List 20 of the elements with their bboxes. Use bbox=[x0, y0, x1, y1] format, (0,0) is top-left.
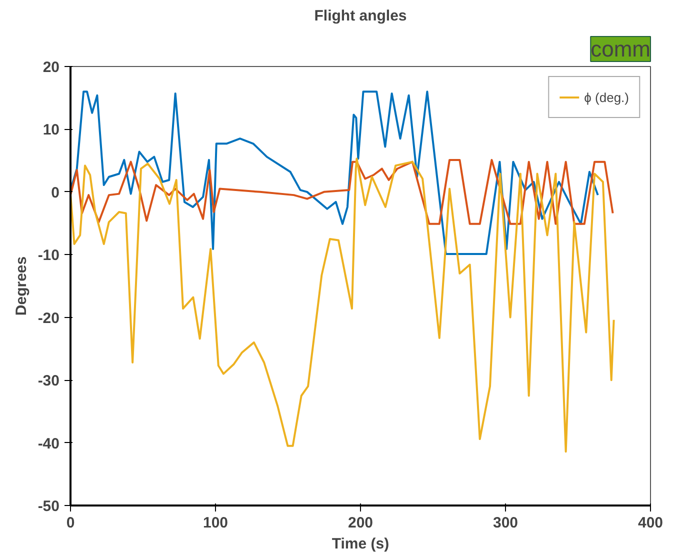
y-tick-label: 20 bbox=[42, 59, 60, 76]
y-tick-label: 0 bbox=[51, 184, 60, 202]
x-tick-label: 0 bbox=[66, 514, 75, 532]
x-tick-label: 200 bbox=[348, 514, 374, 532]
x-tick-label: 400 bbox=[638, 514, 664, 532]
y-tick-label: -10 bbox=[38, 247, 60, 264]
legend-label: ϕ (deg.) bbox=[584, 90, 629, 104]
x-axis-title: Time (s) bbox=[332, 536, 390, 552]
text: comm bbox=[590, 36, 651, 62]
y-tick-label: -20 bbox=[38, 310, 60, 327]
y-tick-label: -40 bbox=[38, 435, 60, 452]
y-tick-label: -50 bbox=[38, 498, 60, 515]
line-series bbox=[70, 158, 615, 453]
x-tick-label: 300 bbox=[492, 514, 518, 532]
line-series bbox=[70, 158, 614, 225]
chart-title: Flight angles bbox=[314, 8, 407, 24]
y-tick-label: -30 bbox=[38, 372, 60, 390]
x-tick-label: 100 bbox=[202, 514, 228, 532]
y-tick-label: 10 bbox=[42, 122, 60, 139]
y-axis-title: Degrees bbox=[12, 256, 30, 316]
